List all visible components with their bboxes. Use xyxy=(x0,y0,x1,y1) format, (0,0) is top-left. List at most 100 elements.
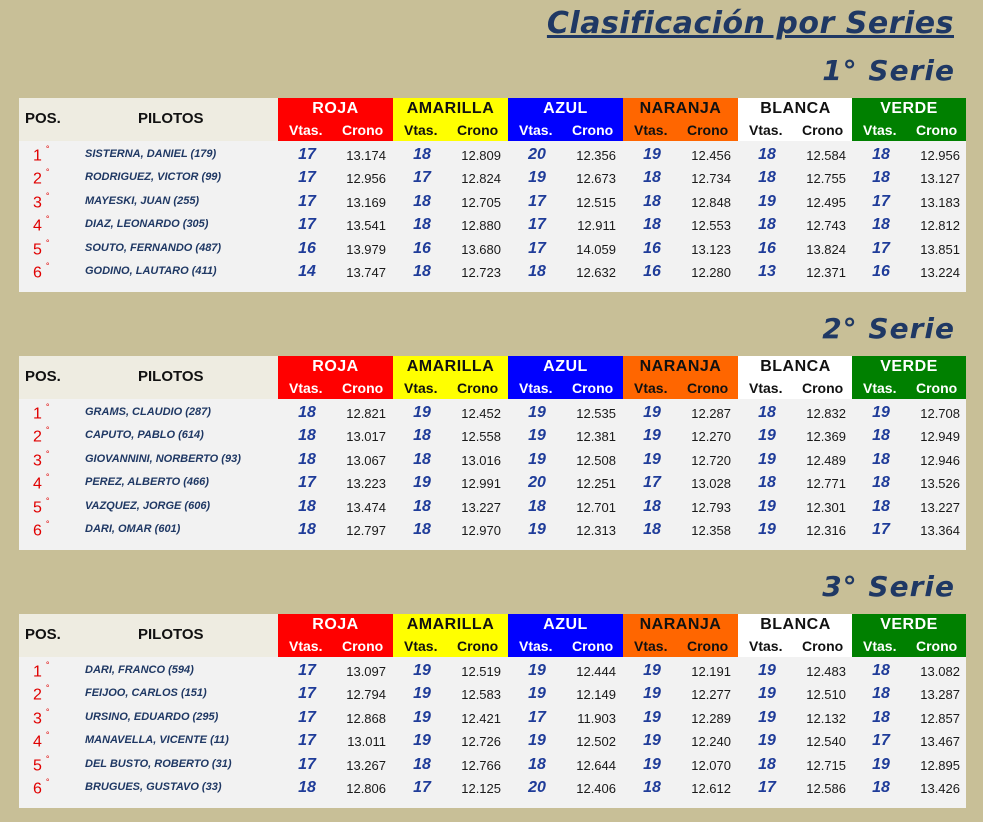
laps-cell: 18 xyxy=(298,404,316,421)
time-cell: 12.797 xyxy=(346,523,386,538)
laps-cell: 18 xyxy=(643,216,661,233)
vtas-header: Vtas. xyxy=(519,122,553,138)
laps-cell: 17 xyxy=(298,146,316,163)
table-row: 3 ° MAYESKI, JUAN (255) 17 13.169 18 12.705 17 1… xyxy=(19,190,966,213)
laps-cell: 17 xyxy=(872,521,890,538)
color-name: AMARILLA xyxy=(406,358,495,375)
time-cell: 12.755 xyxy=(806,171,846,186)
serie-title: 1° Serie xyxy=(822,54,955,87)
laps-cell: 18 xyxy=(298,498,316,515)
crono-header: Crono xyxy=(802,638,844,654)
vtas-header: Vtas. xyxy=(863,122,897,138)
position-cell: 2 ° xyxy=(33,167,50,188)
time-cell: 13.824 xyxy=(806,242,846,257)
time-cell: 12.519 xyxy=(461,664,501,679)
color-name: ROJA xyxy=(312,358,359,375)
pilot-name: MAYESKI, JUAN (255) xyxy=(85,195,200,207)
color-column-header: NARANJA Vtas. Crono xyxy=(623,98,738,141)
laps-cell: 18 xyxy=(298,451,316,468)
laps-cell: 20 xyxy=(528,146,546,163)
pilot-name: SISTERNA, DANIEL (179) xyxy=(85,148,217,160)
time-cell: 12.868 xyxy=(346,711,386,726)
crono-header: Crono xyxy=(342,638,384,654)
color-name: VERDE xyxy=(880,358,938,375)
time-cell: 12.502 xyxy=(576,734,616,749)
time-cell: 12.483 xyxy=(806,664,846,679)
color-name: BLANCA xyxy=(760,616,831,633)
time-cell: 12.289 xyxy=(691,711,731,726)
time-cell: 12.508 xyxy=(576,453,616,468)
pilot-name: CAPUTO, PABLO (614) xyxy=(85,429,204,441)
laps-cell: 18 xyxy=(528,756,546,773)
time-cell: 12.356 xyxy=(576,148,616,163)
serie-table: POS. PILOTOS ROJA Vtas. Crono AMARILLA Vtas. Cr… xyxy=(19,614,966,808)
time-cell: 12.809 xyxy=(461,148,501,163)
laps-cell: 19 xyxy=(528,404,546,421)
time-cell: 12.316 xyxy=(806,523,846,538)
laps-cell: 17 xyxy=(872,732,890,749)
laps-cell: 19 xyxy=(643,756,661,773)
time-cell: 13.979 xyxy=(346,242,386,257)
position-number: 2 xyxy=(33,170,42,188)
position-cell: 1 ° xyxy=(33,660,50,681)
time-cell: 12.586 xyxy=(806,781,846,796)
time-cell: 13.174 xyxy=(346,148,386,163)
time-cell: 12.381 xyxy=(576,429,616,444)
laps-cell: 17 xyxy=(872,193,890,210)
position-cell: 4 ° xyxy=(33,730,50,751)
time-cell: 12.895 xyxy=(920,758,960,773)
laps-cell: 17 xyxy=(413,779,431,796)
laps-cell: 18 xyxy=(528,263,546,280)
position-number: 1 xyxy=(33,147,42,165)
time-cell: 12.857 xyxy=(920,711,960,726)
color-name: NARANJA xyxy=(639,616,722,633)
crono-header: Crono xyxy=(687,122,729,138)
pilot-name: GODINO, LAUTARO (411) xyxy=(85,265,217,277)
vtas-header: Vtas. xyxy=(634,122,668,138)
laps-cell: 14 xyxy=(298,263,316,280)
color-column-header: BLANCA Vtas. Crono xyxy=(738,356,853,399)
laps-cell: 19 xyxy=(643,146,661,163)
time-cell: 13.267 xyxy=(346,758,386,773)
time-cell: 13.227 xyxy=(461,500,501,515)
time-cell: 12.949 xyxy=(920,429,960,444)
vtas-header: Vtas. xyxy=(634,638,668,654)
laps-cell: 17 xyxy=(872,240,890,257)
time-cell: 13.227 xyxy=(920,500,960,515)
pilot-name: URSINO, EDUARDO (295) xyxy=(85,711,219,723)
color-column-header: AZUL Vtas. Crono xyxy=(508,614,623,657)
time-cell: 13.680 xyxy=(461,242,501,257)
laps-cell: 18 xyxy=(758,169,776,186)
crono-header: Crono xyxy=(916,638,958,654)
crono-header: Crono xyxy=(572,380,614,396)
time-cell: 13.097 xyxy=(346,664,386,679)
laps-cell: 18 xyxy=(872,474,890,491)
degree-mark: ° xyxy=(45,777,50,787)
time-cell: 12.743 xyxy=(806,218,846,233)
color-name: AZUL xyxy=(543,100,588,117)
table-header-left: POS. PILOTOS xyxy=(19,614,278,657)
time-cell: 12.280 xyxy=(691,265,731,280)
crono-header: Crono xyxy=(802,380,844,396)
time-cell: 12.806 xyxy=(346,781,386,796)
time-cell: 12.510 xyxy=(806,687,846,702)
position-number: 2 xyxy=(33,686,42,704)
laps-cell: 19 xyxy=(758,521,776,538)
color-name: VERDE xyxy=(880,616,938,633)
vtas-header: Vtas. xyxy=(863,638,897,654)
laps-cell: 18 xyxy=(643,169,661,186)
degree-mark: ° xyxy=(45,683,50,693)
laps-cell: 18 xyxy=(758,146,776,163)
laps-cell: 19 xyxy=(413,662,431,679)
color-name: BLANCA xyxy=(760,100,831,117)
laps-cell: 19 xyxy=(643,404,661,421)
table-header-left: POS. PILOTOS xyxy=(19,98,278,141)
laps-cell: 19 xyxy=(413,732,431,749)
time-cell: 12.720 xyxy=(691,453,731,468)
vtas-header: Vtas. xyxy=(404,122,438,138)
laps-cell: 18 xyxy=(413,498,431,515)
time-cell: 12.970 xyxy=(461,523,501,538)
color-column-header: ROJA Vtas. Crono xyxy=(278,614,393,657)
color-column-header: BLANCA Vtas. Crono xyxy=(738,614,853,657)
laps-cell: 17 xyxy=(298,732,316,749)
